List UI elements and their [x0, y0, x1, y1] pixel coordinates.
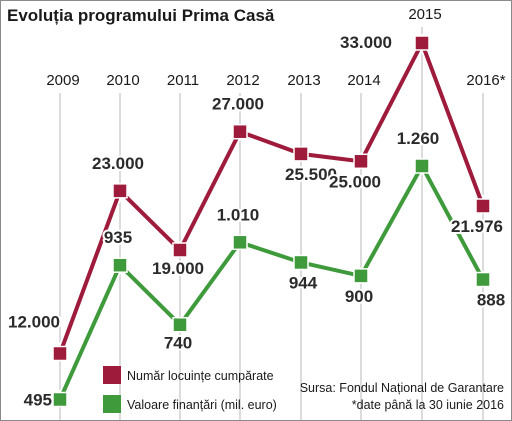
- year-label-2009: 2009: [46, 72, 79, 89]
- locuinte-value-2015: 33.000: [340, 33, 392, 52]
- locuinte-marker-2014: [353, 153, 369, 170]
- finantari-marker-2014: [353, 268, 369, 284]
- locuinte-marker-2009: [52, 345, 68, 362]
- finantari-value-2014: 900: [345, 287, 373, 306]
- source-note: Sursa: Fondul Național de Garantare: [300, 381, 504, 395]
- locuinte-value-2014: 25.000: [329, 172, 381, 191]
- finantari-value-2010: 935: [104, 228, 132, 247]
- finantari-marker-2012: [232, 234, 248, 251]
- locuinte-line: [58, 38, 485, 355]
- locuinte-value-2010: 23.000: [92, 154, 144, 173]
- finantari-marker-2015: [414, 158, 430, 174]
- finantari-marker-2010: [112, 257, 128, 273]
- finantari-value-2011: 740: [164, 334, 192, 353]
- finantari-marker-2009: [52, 391, 68, 408]
- year-label-2010: 2010: [106, 72, 139, 89]
- footnote: *date până la 30 iunie 2016: [352, 398, 504, 412]
- year-label-2016: 2016*: [466, 72, 505, 89]
- locuinte-marker-2010: [112, 183, 128, 199]
- chart-title: Evoluția programului Prima Casă: [7, 6, 275, 25]
- legend-swatch-finantari: [103, 395, 121, 413]
- year-label-2013: 2013: [287, 72, 320, 89]
- locuinte-value-2013: 25.500: [285, 165, 337, 184]
- legend: Număr locuințe cumpărate Valoare finanță…: [103, 366, 277, 413]
- finantari-line: [58, 161, 485, 401]
- finantari-line-outline: [56, 157, 487, 402]
- series-lines: [56, 33, 487, 402]
- legend-label-finantari: Valoare finanțări (mil. euro): [127, 398, 277, 412]
- locuinte-marker-2013: [293, 146, 309, 162]
- locuinte-marker-2011: [172, 242, 188, 258]
- legend-label-locuinte: Număr locuințe cumpărate: [127, 369, 274, 383]
- finantari-value-2015: 1.260: [397, 129, 440, 148]
- finantari-value-2012: 1.010: [217, 205, 260, 224]
- locuinte-value-2011: 19.000: [152, 259, 204, 278]
- finantari-marker-2011: [172, 316, 188, 333]
- locuinte-value-2012: 27.000: [212, 95, 264, 114]
- legend-swatch-locuinte: [103, 366, 121, 384]
- locuinte-value-2009: 12.000: [8, 313, 60, 332]
- year-label-2011: 2011: [167, 72, 199, 89]
- finantari-value-2009: 495: [24, 391, 52, 410]
- locuinte-marker-2016: [475, 198, 491, 214]
- locuinte-value-2016: 21.976: [451, 217, 503, 236]
- locuinte-marker-2015: [414, 35, 430, 51]
- finantari-value-2016: 888: [477, 291, 505, 310]
- series-markers: [52, 35, 491, 408]
- year-label-2014: 2014: [347, 72, 380, 89]
- year-label-2012: 2012: [226, 72, 259, 89]
- finantari-marker-2016: [475, 271, 491, 288]
- finantari-value-2013: 944: [289, 273, 318, 292]
- year-labels: 2009 2010 2011 2012 2013 2014 2015 2016*: [46, 6, 505, 89]
- year-label-2015: 2015: [408, 6, 441, 23]
- locuinte-marker-2012: [232, 123, 248, 140]
- finantari-marker-2013: [293, 254, 309, 271]
